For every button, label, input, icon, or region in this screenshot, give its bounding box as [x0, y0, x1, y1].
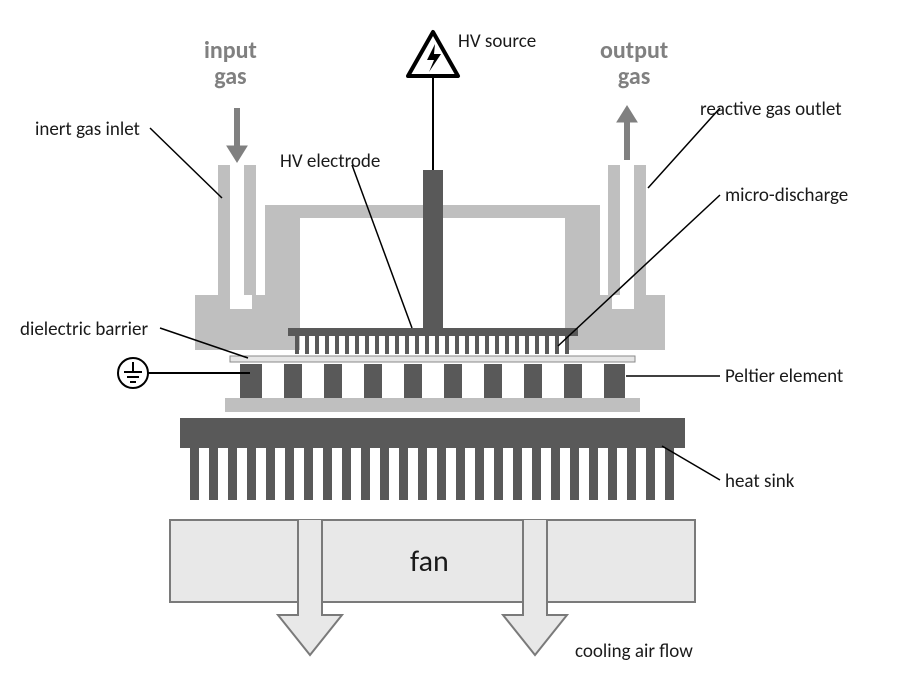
heat-sink-fins: [190, 448, 674, 500]
heat-sink-top: [180, 418, 685, 448]
hv-electrode-label: HV electrode: [280, 150, 380, 173]
output-gas-label-l1: output: [600, 38, 668, 64]
peltier-label: Peltier element: [725, 365, 843, 388]
reactive-gas-outlet-wall2: [634, 165, 646, 295]
input-gas-arrow: [227, 108, 247, 162]
inert-gas-inlet: [218, 165, 230, 295]
hv-electrode-rod: [423, 170, 443, 330]
input-gas-label: input gas: [204, 38, 257, 90]
outlet-channel: [612, 295, 634, 309]
heat-sink-label: heat sink: [725, 470, 794, 493]
inlet-channel: [230, 295, 252, 309]
diagram-canvas: input gas output gas HV source reactive …: [0, 0, 897, 688]
output-gas-label-l2: gas: [600, 64, 668, 90]
hv-electrode-bar: [288, 328, 578, 336]
output-gas-arrow: [617, 106, 637, 160]
dielectric-label: dielectric barrier: [20, 318, 148, 341]
cooling-air-label: cooling air flow: [575, 640, 693, 663]
inert-inlet-label: inert gas inlet: [35, 118, 140, 141]
hv-source-label: HV source: [458, 30, 536, 53]
micro-discharge-label: micro-discharge: [725, 184, 848, 207]
dielectric-barrier: [230, 356, 635, 362]
input-gas-label-l2: gas: [204, 64, 257, 90]
ground-icon: [118, 358, 148, 388]
peltier-base-plate: [225, 398, 640, 412]
fan-label: fan: [410, 543, 449, 580]
output-gas-label: output gas: [600, 38, 668, 90]
hv-source-icon: [408, 32, 458, 76]
peltier-element: [240, 364, 625, 398]
reactive-outlet-label: reactive gas outlet: [700, 98, 842, 121]
reactive-gas-outlet: [608, 165, 620, 295]
inert-gas-inlet-wall2: [244, 165, 256, 295]
input-gas-label-l1: input: [204, 38, 257, 64]
